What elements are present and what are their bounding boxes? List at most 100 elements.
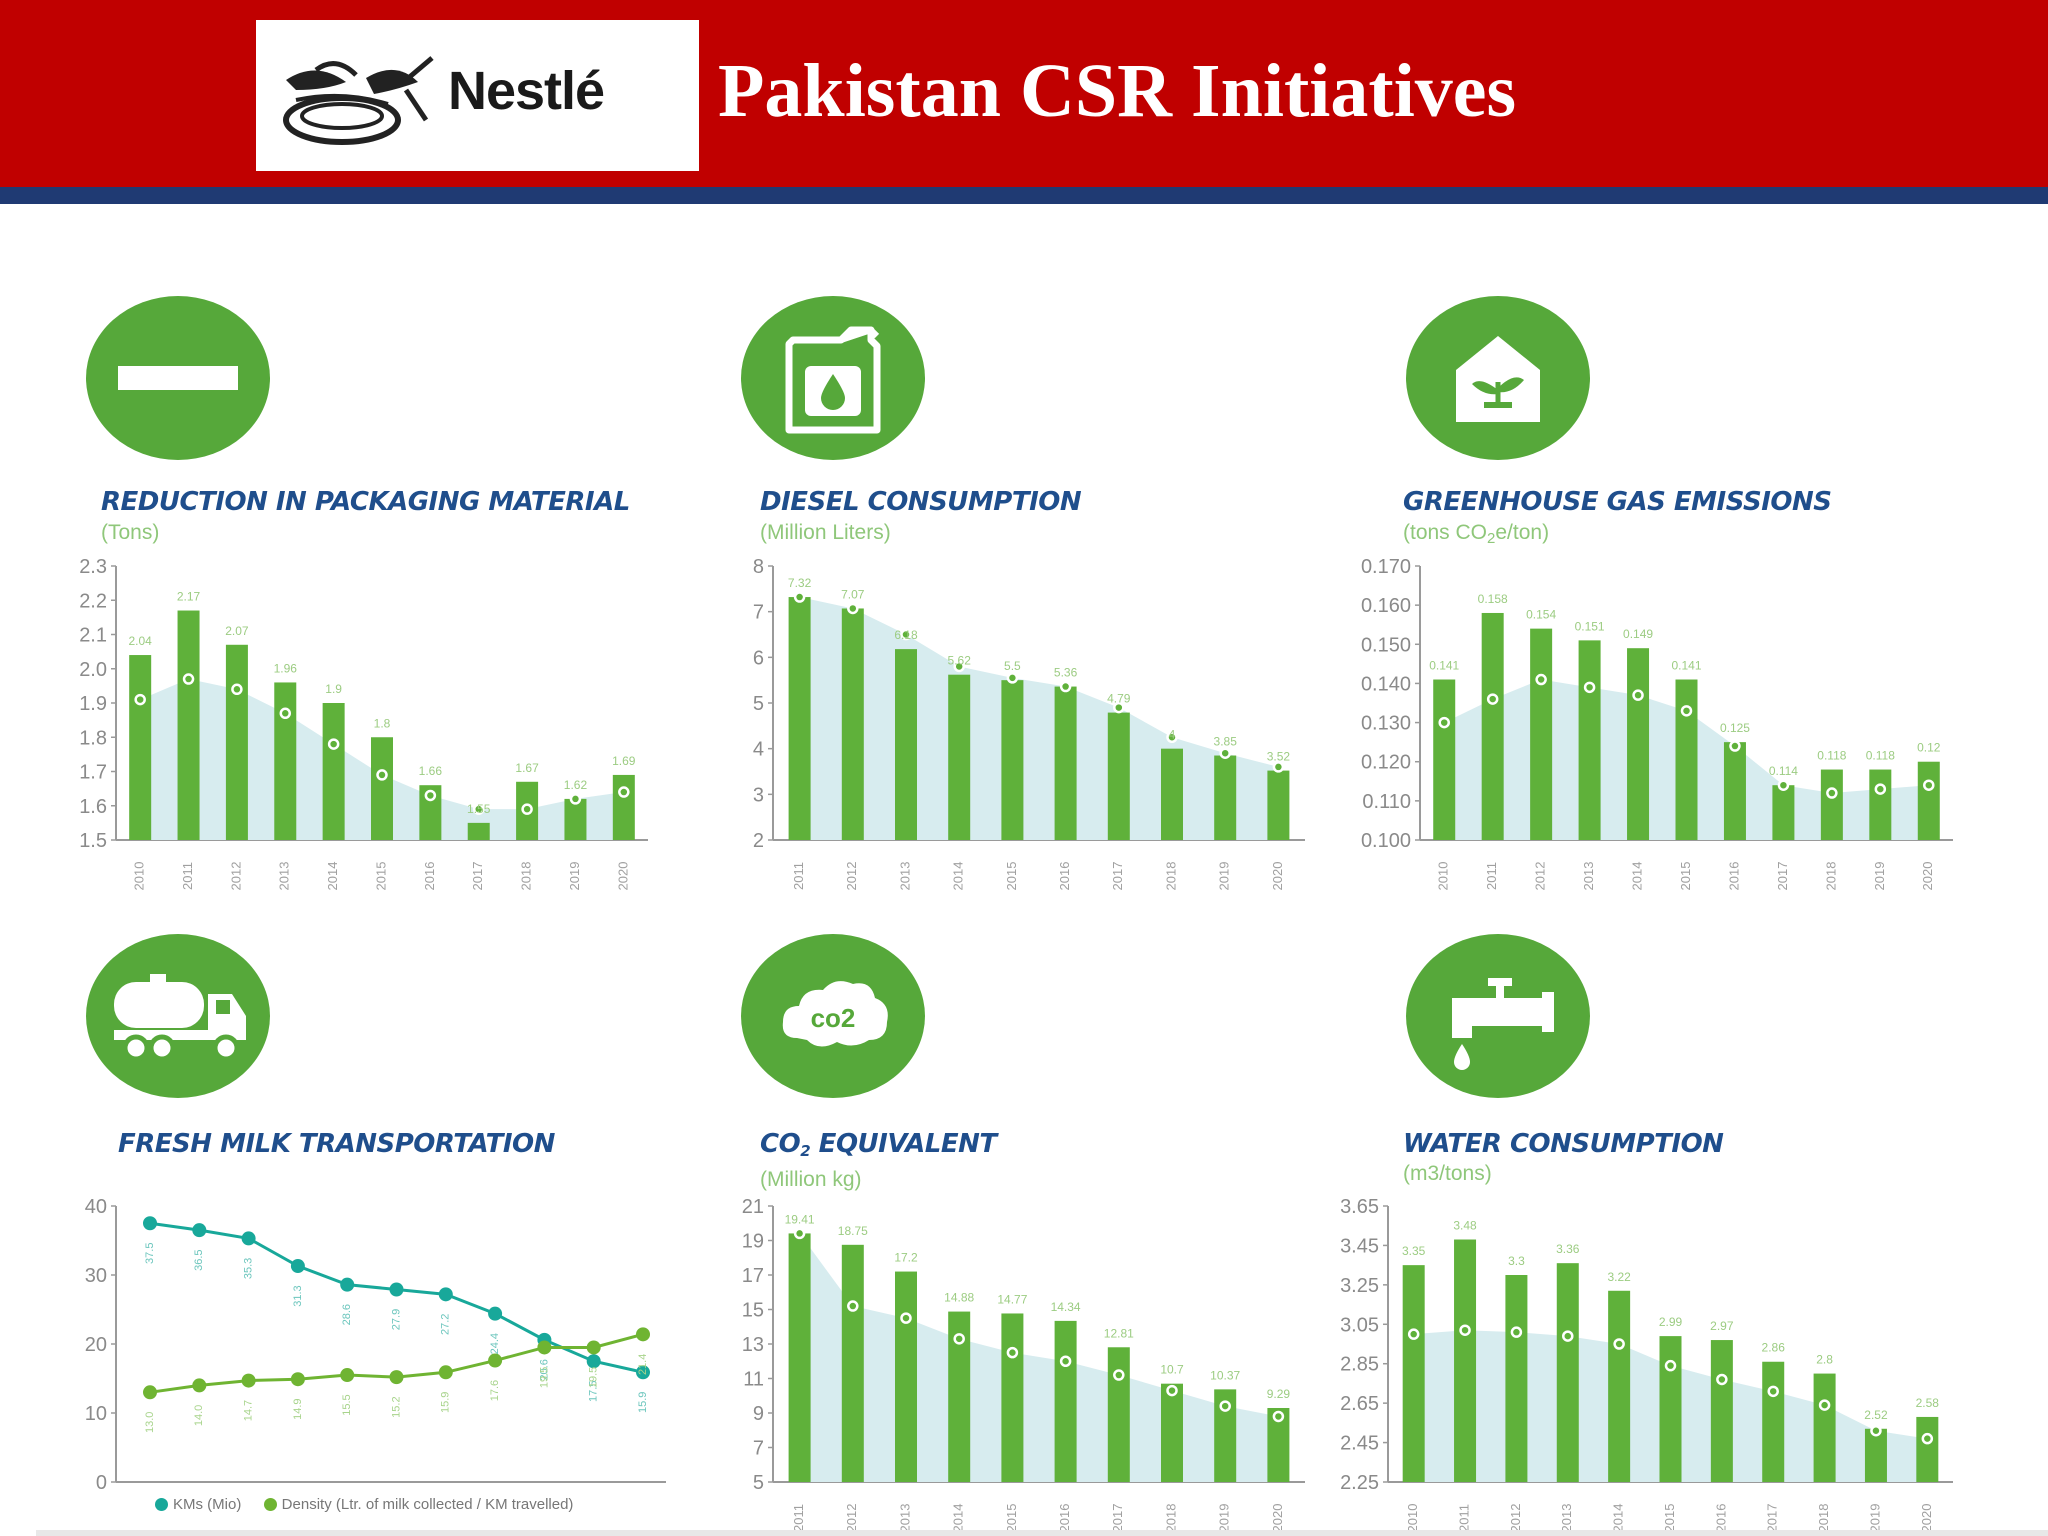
legend-density-marker	[263, 1498, 277, 1511]
milk-density-point	[488, 1353, 503, 1368]
diesel-category-label: 2020	[1270, 862, 1285, 891]
ghg-y-tick-label: 0.160	[1361, 595, 1411, 617]
diesel-trend-point	[1006, 672, 1019, 684]
ghg-value-label: 0.12	[1917, 741, 1941, 755]
diesel-value-label: 5.5	[1004, 659, 1021, 673]
co2-value-label: 14.34	[1051, 1300, 1081, 1314]
co2-bar	[1001, 1313, 1024, 1482]
co2-y-tick-label: 13	[742, 1334, 764, 1356]
diesel-y-tick-label: 6	[753, 647, 764, 669]
ghg-category-label: 2020	[1920, 862, 1935, 891]
water-trend-point	[1870, 1424, 1882, 1437]
diesel-y-tick-label: 2	[753, 830, 764, 852]
water-category-label: 2018	[1816, 1504, 1831, 1533]
ghg-unit-post: e/ton)	[1495, 521, 1550, 544]
diesel-y-tick-label: 4	[753, 739, 764, 761]
milk-density-value-label: 17.6	[489, 1380, 501, 1401]
co2-bar	[895, 1271, 917, 1482]
water-title: WATER CONSUMPTION	[1403, 1129, 1724, 1159]
water-category-label: 2014	[1611, 1504, 1626, 1533]
packaging-y-tick-label: 2.2	[79, 590, 107, 612]
diesel-bar	[1267, 770, 1290, 840]
milk-title: FRESH MILK TRANSPORTATION	[118, 1129, 555, 1159]
packaging-category-label: 2016	[422, 862, 437, 891]
diesel-trend-point	[1272, 761, 1285, 773]
co2-category-label: 2019	[1217, 1504, 1232, 1533]
water-y-tick-label: 3.45	[1340, 1235, 1379, 1257]
ghg-trend-point	[1583, 681, 1596, 694]
milk-density-value-label: 21.4	[637, 1354, 649, 1375]
ghg-value-label: 0.151	[1575, 619, 1605, 633]
ghg-bar	[1869, 769, 1892, 840]
ghg-bar	[1917, 761, 1940, 840]
co2-bar	[948, 1311, 971, 1482]
co2-category-label: 2020	[1270, 1504, 1285, 1533]
co2-category-label: 2013	[897, 1504, 912, 1533]
ghg-bar	[1433, 679, 1456, 840]
ghg-bar	[1772, 785, 1795, 840]
packaging-trend-point	[618, 786, 630, 798]
milk-kms-value-label: 35.3	[243, 1258, 255, 1279]
water-bar	[1864, 1428, 1887, 1482]
greenhouse-plant-icon	[1406, 296, 1590, 460]
ghg-category-label: 2010	[1436, 862, 1451, 891]
water-category-label: 2013	[1559, 1504, 1574, 1533]
packaging-bar	[419, 785, 442, 840]
packaging-value-label: 1.69	[612, 754, 636, 768]
ghg-category-label: 2019	[1872, 862, 1887, 891]
packaging-category-label: 2018	[519, 862, 534, 891]
diesel-trend-point	[793, 591, 806, 603]
legend-kms-label: KMs (Mio)	[173, 1496, 242, 1513]
ghg-value-label: 0.118	[1866, 749, 1895, 763]
ghg-bar	[1530, 628, 1553, 840]
diesel-bar	[895, 649, 917, 840]
diesel-trend-point	[1166, 731, 1178, 743]
milk-density-value-label: 15.9	[440, 1392, 452, 1413]
milk-density-point	[192, 1378, 207, 1393]
ghg-y-tick-label: 0.110	[1362, 791, 1411, 813]
milk-density-value-label: 13.0	[144, 1412, 156, 1433]
packaging-bar	[371, 737, 393, 840]
packaging-title: REDUCTION IN PACKAGING MATERIAL	[101, 487, 630, 517]
packaging-y-tick-label: 2.1	[79, 625, 107, 647]
diesel-value-label: 7.07	[841, 587, 865, 601]
water-bar	[1659, 1336, 1682, 1482]
ghg-y-tick-label: 0.100	[1361, 830, 1411, 852]
water-bar	[1710, 1340, 1733, 1482]
ghg-unit: (tons CO2e/ton)	[1403, 521, 1549, 547]
ghg-value-label: 0.141	[1671, 659, 1701, 673]
water-value-label: 2.99	[1659, 1315, 1683, 1329]
ghg-value-label: 0.118	[1817, 749, 1846, 763]
ghg-trend-point	[1535, 673, 1547, 686]
packaging-category-label: 2014	[325, 862, 340, 891]
water-unit: (m3/tons)	[1403, 1162, 1492, 1185]
milk-kms-value-label: 27.9	[390, 1309, 402, 1330]
diesel-bar	[1001, 680, 1024, 840]
water-value-label: 3.35	[1402, 1244, 1426, 1258]
ghg-value-label: 0.141	[1429, 659, 1459, 673]
packaging-trend-point	[424, 789, 437, 802]
co2-category-label: 2017	[1110, 1504, 1125, 1533]
packaging-category-label: 2019	[567, 862, 582, 891]
diesel-value-label: 4.79	[1107, 692, 1131, 706]
legend-kms-marker	[155, 1498, 168, 1511]
water-bar	[1454, 1239, 1477, 1482]
nest-birds-icon	[283, 56, 434, 145]
packaging-trend-point	[472, 803, 485, 815]
packaging-trend-point	[231, 683, 243, 696]
packaging-unit: (Tons)	[101, 521, 160, 544]
ghg-value-label: 0.125	[1720, 721, 1750, 735]
packaging-value-label: 1.62	[564, 778, 588, 792]
diesel-y-tick-label: 3	[753, 784, 764, 806]
milk-density-value-label: 14.7	[243, 1400, 255, 1421]
diesel-bar	[1107, 712, 1130, 840]
co2-trend-point	[1272, 1410, 1285, 1423]
footer-line	[36, 1530, 2048, 1536]
water-y-tick-label: 3.65	[1340, 1196, 1379, 1218]
water-category-label: 2020	[1919, 1504, 1934, 1533]
diesel-category-label: 2018	[1163, 862, 1178, 891]
co2-trend-point	[900, 1312, 912, 1324]
packaging-value-label: 1.96	[274, 661, 298, 675]
